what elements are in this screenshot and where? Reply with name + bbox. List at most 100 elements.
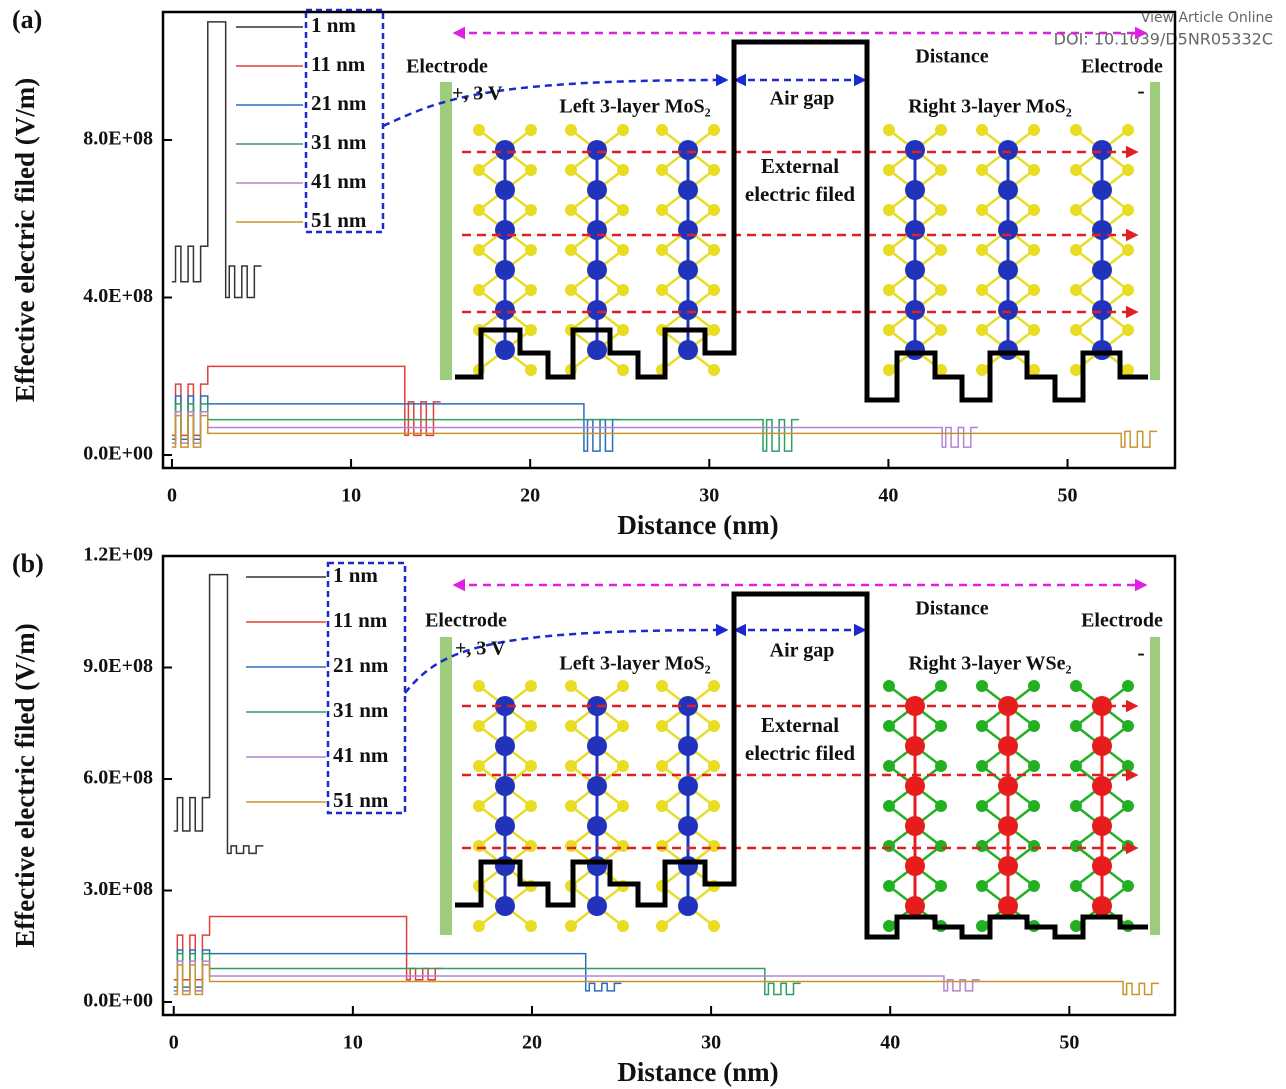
atom (1092, 260, 1112, 280)
atom (905, 856, 925, 876)
atom (617, 364, 629, 376)
atom (1028, 840, 1040, 852)
atom (617, 760, 629, 772)
y-tick-label: 1.2E+09 (83, 544, 153, 566)
atom (495, 856, 515, 876)
atom (617, 324, 629, 336)
atom (1122, 880, 1134, 892)
annotation: Left 3-layer MoS₂ (559, 653, 710, 675)
legend-label: 41 nm (333, 743, 389, 767)
atom (905, 816, 925, 836)
atom (976, 920, 988, 932)
x-tick-label: 10 (343, 1032, 363, 1054)
atom (1028, 204, 1040, 216)
atom (998, 340, 1018, 360)
atom (617, 164, 629, 176)
atom (587, 340, 607, 360)
legend-label: 31 nm (311, 130, 367, 154)
atom (495, 220, 515, 240)
atom (708, 164, 720, 176)
atom (1092, 856, 1112, 876)
legend-label: 51 nm (311, 208, 367, 232)
annotation: Electrode (1081, 56, 1163, 78)
atom (617, 124, 629, 136)
legend-label: 1 nm (311, 13, 356, 37)
atom (708, 124, 720, 136)
atom (473, 244, 485, 256)
annotation: Electrode (425, 610, 507, 632)
panel-label: (a) (12, 5, 42, 34)
atom (1070, 880, 1082, 892)
atom (1028, 364, 1040, 376)
atom (883, 840, 895, 852)
atom (473, 164, 485, 176)
panel: ElectrodeElectrode+, 3 V-Left 3-layer Mo… (10, 544, 1175, 1088)
atom (1122, 284, 1134, 296)
atom (976, 800, 988, 812)
atom (708, 204, 720, 216)
y-tick-label: 3.0E+08 (83, 878, 153, 900)
atom (587, 220, 607, 240)
atom (656, 124, 668, 136)
y-tick-label: 4.0E+08 (83, 285, 153, 307)
atom (708, 324, 720, 336)
atom (976, 164, 988, 176)
atom (1028, 124, 1040, 136)
atom (656, 920, 668, 932)
atom (656, 760, 668, 772)
atom (495, 896, 515, 916)
atom (883, 760, 895, 772)
atom (976, 680, 988, 692)
atom (1070, 284, 1082, 296)
series-line (174, 950, 622, 991)
atom (883, 204, 895, 216)
x-tick-label: 30 (699, 485, 719, 507)
figure: View Article Online DOI: 10.1039/D5NR053… (0, 0, 1286, 1089)
atom (1028, 244, 1040, 256)
atom (525, 760, 537, 772)
atom (708, 920, 720, 932)
legend-label: 1 nm (333, 563, 378, 587)
atom (935, 284, 947, 296)
legend-label: 21 nm (333, 653, 389, 677)
atom (935, 840, 947, 852)
annotation: Air gap (770, 640, 835, 662)
atom (587, 260, 607, 280)
atom (905, 736, 925, 756)
atom (565, 800, 577, 812)
atom (976, 364, 988, 376)
atom (617, 204, 629, 216)
legend-label: 11 nm (311, 52, 366, 76)
atom (998, 896, 1018, 916)
atom (905, 260, 925, 280)
atom (525, 164, 537, 176)
atom (525, 920, 537, 932)
atom (678, 340, 698, 360)
atom (1070, 920, 1082, 932)
atom (976, 124, 988, 136)
atom (1092, 340, 1112, 360)
atom (617, 284, 629, 296)
atom (1092, 736, 1112, 756)
atom (905, 140, 925, 160)
y-tick-label: 8.0E+08 (83, 128, 153, 150)
atom (905, 340, 925, 360)
atom (883, 164, 895, 176)
annotation: Air gap (770, 88, 835, 110)
atom (1122, 124, 1134, 136)
atom (525, 244, 537, 256)
atom (708, 244, 720, 256)
atom (708, 284, 720, 296)
atom (883, 920, 895, 932)
atom (587, 856, 607, 876)
x-tick-label: 50 (1059, 1032, 1079, 1054)
atom (1092, 300, 1112, 320)
atom (883, 284, 895, 296)
atom (1092, 220, 1112, 240)
annotation: External (761, 713, 839, 737)
atom (617, 244, 629, 256)
atom (976, 204, 988, 216)
plot-frame (163, 556, 1175, 1015)
atom (708, 364, 720, 376)
atom (1122, 204, 1134, 216)
